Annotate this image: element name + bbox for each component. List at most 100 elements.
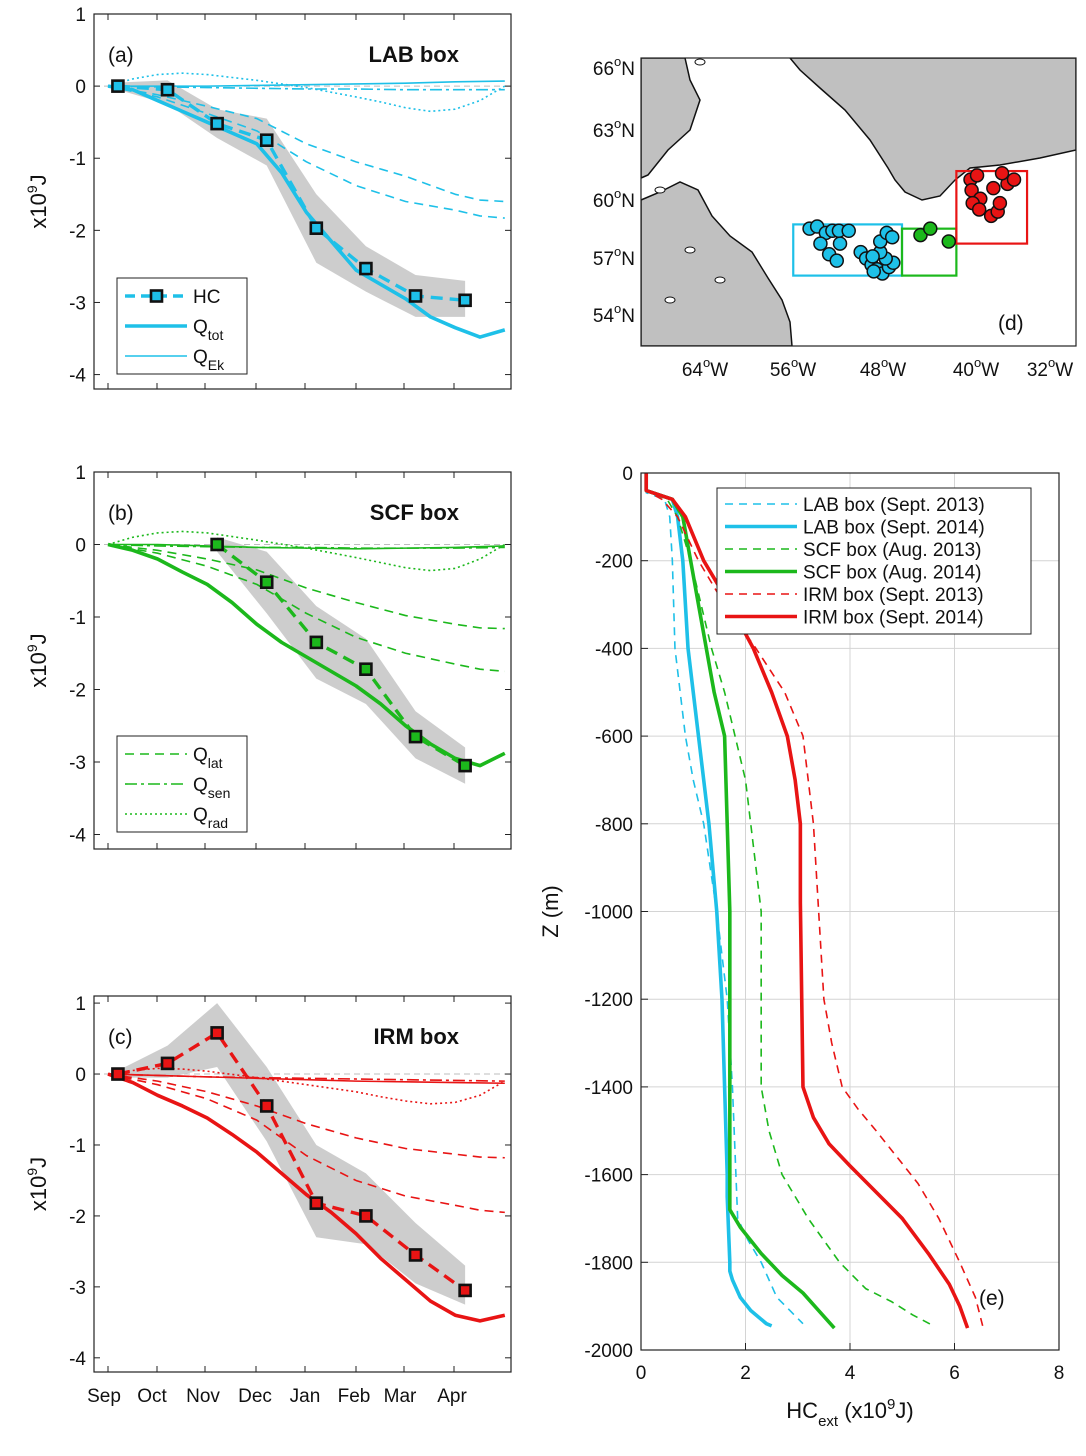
profile-line-irm-solid [644, 473, 970, 1329]
legend: Qlat Qsen Qrad [116, 735, 248, 833]
hc-marker [359, 261, 373, 276]
series-line-dot [107, 1067, 506, 1105]
axes-frame [93, 995, 512, 1373]
station-irm [969, 168, 985, 183]
station-lab [813, 236, 828, 251]
hc-marker [160, 82, 175, 97]
y-axis-label: x109J [24, 633, 51, 687]
xtick-label: Sep [87, 1386, 121, 1407]
series-line-dash [107, 543, 505, 673]
ytick-label: -4 [69, 366, 86, 387]
series-line-thick [107, 84, 506, 339]
y-axis-label: x109J [24, 1157, 51, 1211]
xtick-label: Nov [186, 1386, 220, 1407]
lat-label: 66oN [593, 54, 635, 80]
series-line-thin [107, 1073, 505, 1085]
legend-label: SCF box (Aug. 2013) [803, 540, 981, 561]
legend-label: LAB box (Sept. 2014) [803, 518, 985, 539]
profile-line-lab-solid [644, 473, 773, 1328]
ytick-label: -1800 [584, 1253, 633, 1274]
xtick-label: Oct [137, 1386, 167, 1407]
legend-label: SCF box (Aug. 2014) [803, 563, 981, 584]
panel-d-map: 66oN 63oN 60oN 57oN 54oN 64oW 56oW 48oW 40oW 32oW… [593, 54, 1077, 381]
legend-label: Qrad [193, 805, 228, 831]
hc-marker [359, 1209, 373, 1223]
ytick-label: -1 [69, 608, 86, 629]
ytick-label: -4 [69, 826, 86, 847]
station-lab [884, 229, 900, 245]
series-line-dashdot [107, 1073, 505, 1082]
ytick-label: -4 [69, 1349, 86, 1370]
station-scf [923, 221, 938, 236]
lon-label: 32oW [1027, 355, 1073, 381]
map-land [641, 58, 1076, 346]
series-line-dash [107, 1073, 505, 1159]
hc-line [117, 84, 466, 302]
ytick-label: 1 [75, 994, 86, 1015]
hc-marker [309, 221, 324, 235]
island-outline [654, 186, 666, 194]
hc-marker [111, 1067, 125, 1081]
ytick-label: -1 [69, 149, 86, 170]
profile-line-irm-dash [645, 473, 985, 1329]
y-axis-label: Z (m) [538, 885, 563, 938]
series-line-dash [107, 1073, 505, 1214]
ytick-label: -1600 [584, 1166, 633, 1187]
station-lab [841, 223, 856, 239]
hc-marker [210, 537, 224, 552]
station-lab [832, 236, 848, 251]
series-line-dot [107, 72, 506, 113]
panel-a: 1 0 -1 -2 -3 -4 x109J (a) LAB box HC Qtot QEk [24, 5, 512, 390]
legend-label: Qtot [193, 317, 223, 343]
hc-marker [408, 289, 423, 303]
xtick-label: 8 [1054, 1363, 1065, 1384]
ytick-label: -3 [69, 753, 86, 774]
island-outline [694, 58, 706, 66]
ytick-label: -3 [69, 1278, 86, 1299]
lon-label: 64oW [682, 355, 728, 381]
legend-label: Qlat [193, 745, 223, 771]
xtick-label: Mar [384, 1386, 417, 1407]
axes-frame [93, 471, 512, 850]
series-line-dashdot [107, 85, 505, 91]
series-line-dashdot [107, 543, 505, 549]
station-lab [829, 253, 844, 268]
ytick-label: 0 [75, 1065, 86, 1086]
series-line-thick [107, 1072, 506, 1323]
labrador-land [641, 181, 793, 346]
xtick-label: Dec [238, 1386, 272, 1407]
legend-label: Qsen [193, 775, 230, 801]
ytick-label: -2 [69, 681, 86, 702]
hc-marker [458, 758, 472, 773]
lon-label: 56oW [770, 355, 816, 381]
lat-label: 60oN [593, 186, 635, 212]
hc-marker [309, 1196, 324, 1210]
station-irm [986, 180, 1001, 196]
lat-label: 57oN [593, 244, 635, 270]
baffin-land [641, 58, 701, 179]
station-scf [941, 234, 957, 249]
lat-label: 63oN [593, 116, 635, 142]
ytick-label: -2 [69, 221, 86, 242]
greenland-land [789, 58, 1076, 201]
panel-b: 1 0 -1 -2 -3 -4 x109J (b) SCF box Qlat Qsen Qrad [24, 463, 512, 850]
hc-marker [210, 1026, 224, 1040]
series-line-dash [107, 543, 505, 630]
region-box-irm [955, 169, 1029, 245]
ytick-label: -800 [595, 815, 633, 836]
hc-marker [408, 1248, 423, 1262]
panel-title: SCF box [370, 500, 460, 525]
y-axis-label: x109J [24, 174, 51, 228]
xtick-label: 6 [949, 1363, 960, 1384]
station-lab [865, 249, 880, 264]
ytick-label: -3 [69, 293, 86, 314]
ytick-label: 0 [75, 536, 86, 557]
legend: HC Qtot QEk [116, 277, 248, 375]
panel-label: (e) [979, 1287, 1005, 1310]
hc-marker [210, 116, 224, 131]
station-lab [866, 264, 881, 279]
ytick-label: 0 [622, 464, 633, 485]
xtick-label: Feb [338, 1386, 371, 1407]
ytick-label: -600 [595, 727, 633, 748]
